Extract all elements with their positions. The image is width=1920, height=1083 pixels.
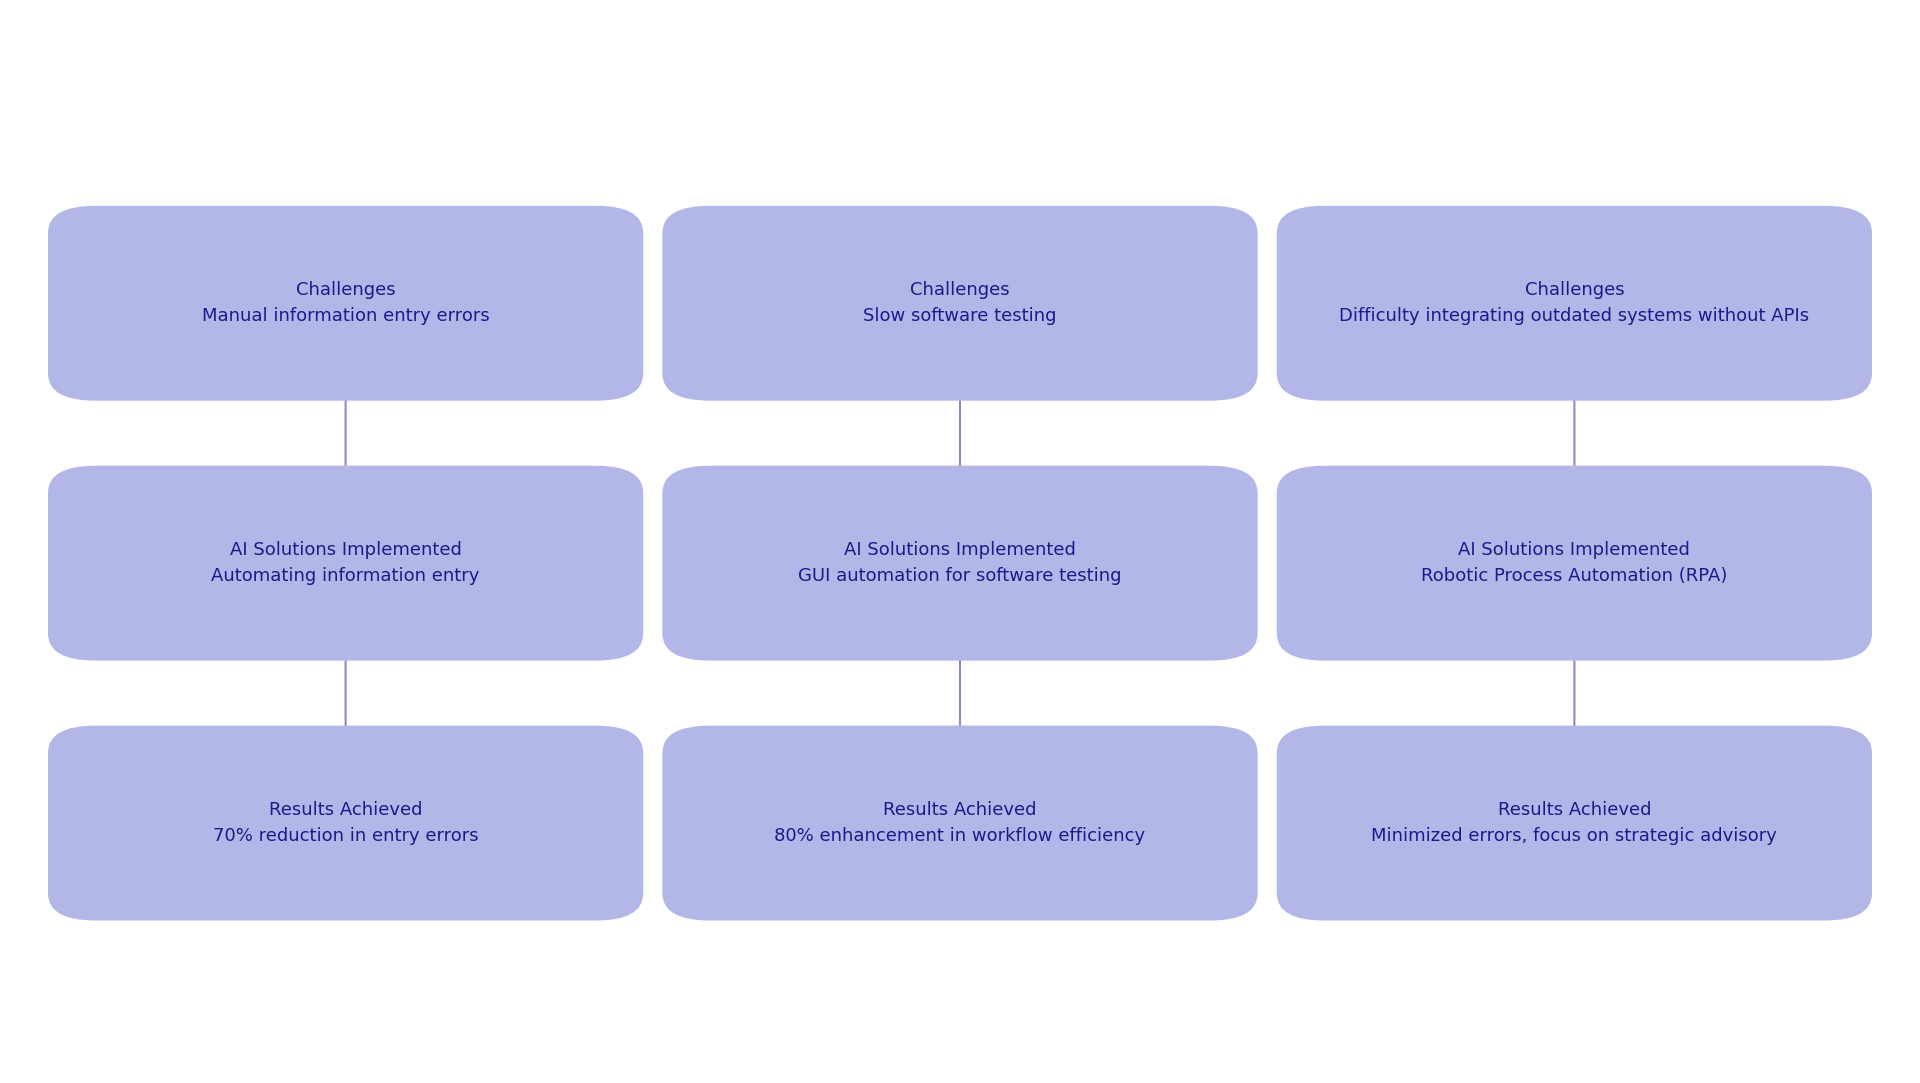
FancyBboxPatch shape bbox=[662, 726, 1258, 921]
Text: Results Achieved
70% reduction in entry errors: Results Achieved 70% reduction in entry … bbox=[213, 801, 478, 845]
Text: Challenges
Manual information entry errors: Challenges Manual information entry erro… bbox=[202, 282, 490, 325]
FancyBboxPatch shape bbox=[1277, 466, 1872, 661]
Text: Challenges
Difficulty integrating outdated systems without APIs: Challenges Difficulty integrating outdat… bbox=[1340, 282, 1809, 325]
FancyBboxPatch shape bbox=[48, 206, 643, 401]
Text: AI Solutions Implemented
Automating information entry: AI Solutions Implemented Automating info… bbox=[211, 542, 480, 585]
Text: AI Solutions Implemented
GUI automation for software testing: AI Solutions Implemented GUI automation … bbox=[799, 542, 1121, 585]
FancyBboxPatch shape bbox=[48, 726, 643, 921]
FancyBboxPatch shape bbox=[1277, 726, 1872, 921]
FancyBboxPatch shape bbox=[662, 206, 1258, 401]
FancyBboxPatch shape bbox=[662, 466, 1258, 661]
Text: AI Solutions Implemented
Robotic Process Automation (RPA): AI Solutions Implemented Robotic Process… bbox=[1421, 542, 1728, 585]
Text: Challenges
Slow software testing: Challenges Slow software testing bbox=[864, 282, 1056, 325]
Text: Results Achieved
Minimized errors, focus on strategic advisory: Results Achieved Minimized errors, focus… bbox=[1371, 801, 1778, 845]
Text: Results Achieved
80% enhancement in workflow efficiency: Results Achieved 80% enhancement in work… bbox=[774, 801, 1146, 845]
FancyBboxPatch shape bbox=[48, 466, 643, 661]
FancyBboxPatch shape bbox=[1277, 206, 1872, 401]
